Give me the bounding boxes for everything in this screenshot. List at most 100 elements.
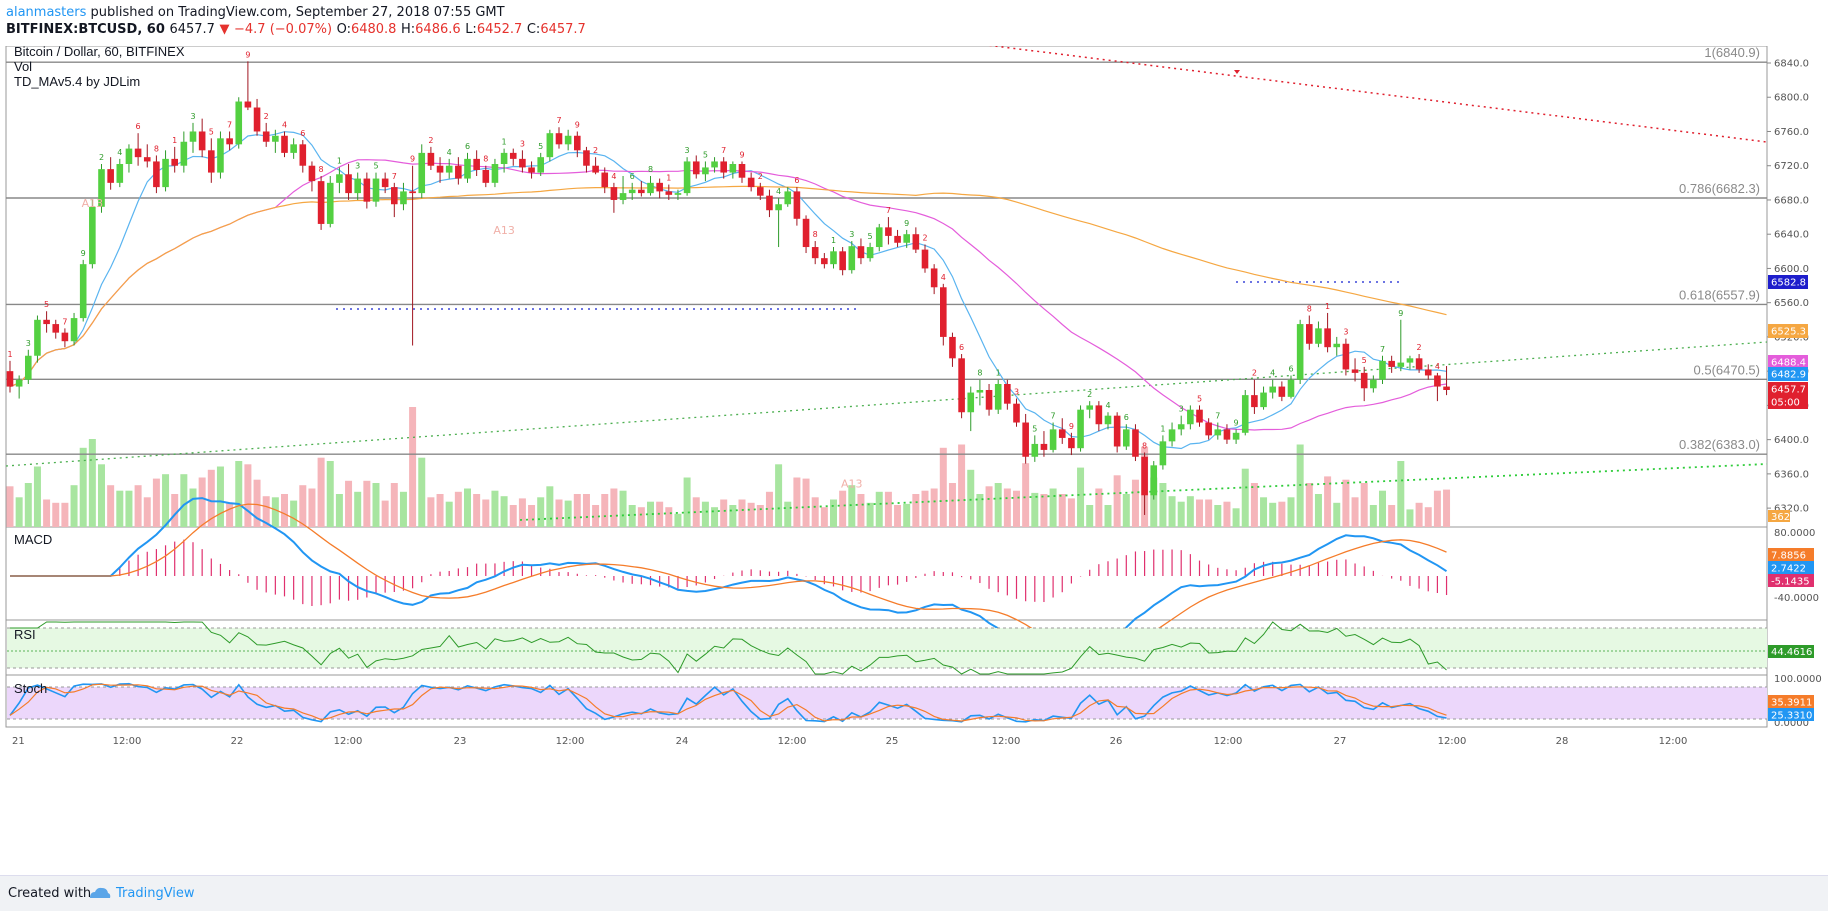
volume-bar: [994, 483, 1002, 527]
td-count-label: A13: [493, 224, 515, 237]
author-link[interactable]: alanmasters: [6, 5, 87, 20]
volume-bar: [1205, 499, 1213, 527]
candle-body: [1196, 409, 1203, 423]
candle-body: [208, 150, 215, 173]
candle-body: [866, 247, 874, 259]
time-tick-label: 12:00: [992, 736, 1021, 747]
chart-area[interactable]: 1(6840.9) 0.786(6682.3) 0.618(6557.9) 0.5(6…: [0, 46, 1828, 875]
candle: [1379, 355, 1386, 384]
price-tick-label: 6400.0: [1774, 435, 1809, 446]
volume-bar: [1031, 492, 1039, 527]
volume-bar: [601, 494, 609, 527]
volume-bar: [1003, 488, 1011, 527]
volume-bar: [1260, 497, 1268, 527]
price-tag: 6488.4: [1768, 355, 1808, 369]
candle-body: [1214, 429, 1222, 436]
stoch-title: Stoch: [14, 681, 47, 696]
volume-bar: [134, 485, 142, 527]
volume-bar: [6, 486, 14, 527]
tradingview-link[interactable]: TradingView: [116, 886, 195, 901]
macd-line: [10, 497, 1448, 665]
candle: [500, 148, 508, 173]
candle-body: [290, 144, 297, 153]
rsi-plot: 44.4616: [10, 621, 1814, 675]
volume-bar: [15, 497, 23, 527]
volume-bar: [1269, 502, 1277, 527]
candle-body: [125, 148, 133, 165]
td-setup-digit: 1: [172, 136, 177, 145]
candle-body: [1168, 429, 1176, 442]
price-tick-label: 6840.0: [1774, 59, 1809, 70]
macd-title: MACD: [14, 532, 52, 547]
candle: [1397, 319, 1405, 372]
candle: [994, 379, 1002, 414]
candle: [491, 158, 499, 188]
candle: [134, 133, 142, 166]
candle: [52, 319, 60, 339]
volume-bar: [491, 490, 499, 527]
candle: [1232, 429, 1240, 444]
rsi-value-tag: 44.4616: [1768, 645, 1814, 658]
candle: [729, 161, 737, 179]
candle: [317, 175, 325, 230]
fib-level-label: 0.786(6682.3): [1679, 181, 1760, 196]
volume-bar: [262, 496, 270, 527]
volume-bar: [518, 498, 526, 527]
tradingview-logo-icon[interactable]: [88, 884, 112, 902]
stoch-value-tag: 25.3310: [1768, 708, 1814, 722]
td-setup-digit: 8: [154, 144, 159, 153]
td-setup-digit: 7: [1215, 412, 1220, 421]
candle-body: [1415, 358, 1423, 370]
candle: [107, 157, 114, 190]
candle-body: [1296, 324, 1304, 380]
td-setup-digit: 5: [373, 162, 378, 171]
td-setup-digit: 6: [136, 122, 141, 131]
candle: [1196, 405, 1203, 427]
time-tick-label: 12:00: [113, 736, 142, 747]
volume-bar: [912, 494, 920, 527]
candle: [1251, 379, 1258, 414]
volume-bar: [866, 502, 874, 527]
time-tick-label: 12:00: [1214, 736, 1243, 747]
volume-bar: [610, 488, 618, 527]
candle: [537, 152, 544, 176]
candle: [1068, 432, 1075, 456]
candle: [747, 172, 755, 192]
time-tick-label: 27: [1334, 736, 1347, 747]
candle-body: [1342, 343, 1350, 370]
candle-body: [610, 187, 618, 200]
time-tick-label: 12:00: [556, 736, 585, 747]
candle-body: [1022, 422, 1029, 457]
candle: [857, 238, 865, 265]
candle-body: [1077, 409, 1084, 449]
candle: [903, 229, 910, 248]
td-setup-digit: 3: [685, 146, 690, 155]
price-tick-label: 6680.0: [1774, 195, 1809, 206]
stoch-tag-box: [1768, 695, 1814, 708]
candle-body: [1040, 443, 1048, 450]
candle-body: [757, 187, 764, 196]
candle-body: [830, 251, 837, 265]
volume-bar: [1214, 505, 1222, 527]
td-setup-digit: 3: [1014, 388, 1019, 397]
volume-bar: [1196, 499, 1203, 527]
volume-bar: [372, 483, 380, 527]
high-value: 6486.6: [415, 22, 461, 37]
td-setup-digit: 5: [1197, 394, 1202, 403]
td-setup-digit: 1: [502, 138, 507, 147]
volume-bar: [884, 491, 892, 527]
volume-bar: [418, 457, 426, 527]
candle: [1123, 424, 1130, 450]
price-tag-text: 6457.7: [1771, 385, 1806, 396]
td-setup-digit: 9: [410, 155, 415, 164]
candle: [409, 165, 416, 346]
candle: [70, 312, 78, 346]
low-label: L:: [465, 22, 477, 37]
candle: [574, 131, 581, 158]
ohlc-line: BITFINEX:BTCUSD, 60 6457.7 ▼ −4.7 (−0.07…: [6, 22, 586, 37]
time-tick-label: 12:00: [334, 736, 363, 747]
time-tick-label: 23: [454, 736, 467, 747]
td-setup-digit: 1: [666, 174, 671, 183]
candle-body: [811, 247, 819, 259]
candle-body: [793, 191, 801, 219]
